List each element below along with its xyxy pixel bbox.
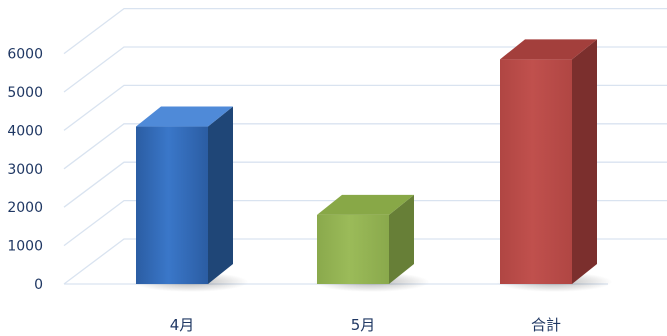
gridline-1000 (63, 199, 667, 247)
y-tick-label-4000: 4000 (7, 123, 43, 139)
bar-top-1 (317, 194, 414, 215)
bar-1 (317, 194, 414, 284)
y-tick-label-2000: 2000 (7, 200, 43, 216)
gridline-2000 (63, 161, 667, 208)
bar-front-0 (136, 126, 208, 284)
y-tick-label-3000: 3000 (7, 162, 43, 178)
bar-front-2 (500, 59, 572, 284)
y-tick-label-0: 0 (34, 277, 43, 293)
x-category-label-1: 5月 (351, 316, 376, 334)
bar-0 (136, 106, 233, 284)
gridline-5000 (63, 46, 667, 93)
bar-top-2 (500, 39, 597, 60)
bar-top-0 (136, 106, 233, 127)
x-category-labels: 4月 5月 合計 (170, 316, 561, 334)
bar-side-2 (572, 39, 597, 284)
gridline-6000 (63, 7, 667, 55)
gridline-4000 (63, 84, 667, 131)
x-category-label-0: 4月 (170, 316, 195, 334)
y-tick-label-6000: 6000 (7, 47, 43, 63)
bar-front-1 (317, 214, 389, 284)
bars-layer (136, 39, 597, 284)
y-tick-label-1000: 1000 (7, 239, 43, 255)
bar-side-0 (208, 106, 233, 284)
gridline-0 (63, 238, 667, 285)
y-tick-label-5000: 5000 (7, 85, 43, 101)
x-category-label-2: 合計 (531, 316, 561, 334)
bar-2 (500, 39, 597, 284)
bar-side-1 (389, 194, 414, 284)
y-tick-labels: 0 1000 2000 3000 4000 5000 6000 (7, 47, 43, 293)
gridline-3000 (63, 123, 667, 170)
